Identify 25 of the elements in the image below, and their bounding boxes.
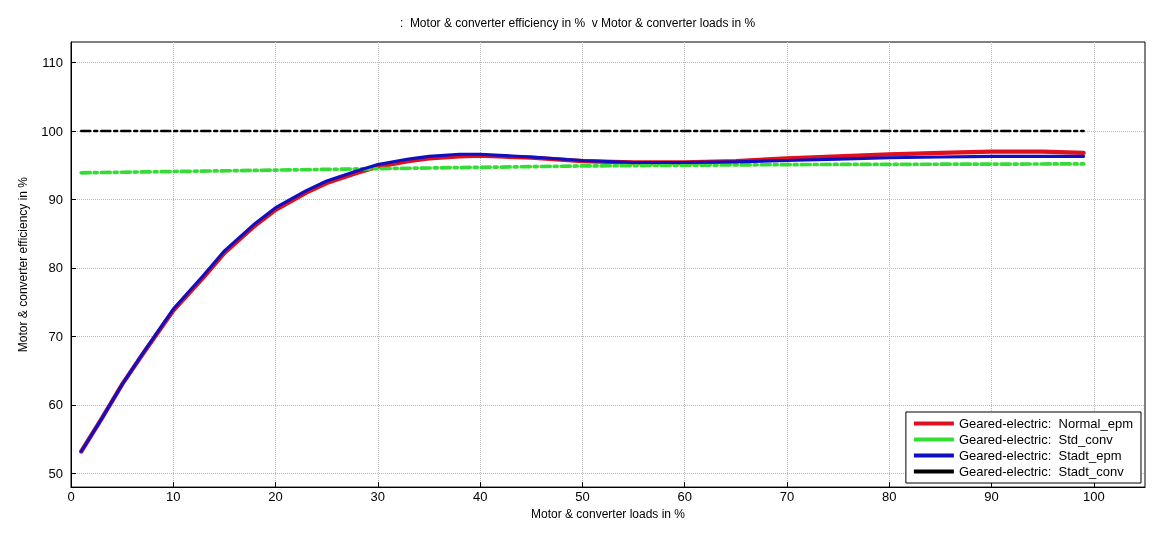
x-tick-label: 60 bbox=[677, 489, 692, 505]
y-tick-label: 50 bbox=[48, 465, 63, 481]
y-axis-title: Motor & converter efficiency in % bbox=[16, 176, 30, 353]
y-tick-label: 90 bbox=[48, 192, 63, 207]
legend-label: Geared-electric: Stadt_epm bbox=[958, 448, 1122, 463]
y-tick-label: 110 bbox=[42, 55, 63, 71]
x-tick-label: 0 bbox=[67, 489, 75, 505]
legend-label: Geared-electric: Normal_epm bbox=[958, 416, 1134, 431]
x-tick-label: 100 bbox=[1083, 489, 1105, 505]
y-tick-label: 70 bbox=[48, 328, 63, 344]
y-tick-label: 60 bbox=[48, 397, 63, 413]
x-tick-label: 30 bbox=[370, 489, 386, 505]
x-tick-label: 10 bbox=[166, 489, 181, 505]
x-tick-label: 80 bbox=[882, 489, 897, 505]
legend-label: Geared-electric: Stadt_conv bbox=[958, 464, 1125, 479]
y-tick-label: 100 bbox=[41, 123, 63, 139]
x-tick-label: 40 bbox=[472, 489, 488, 505]
x-tick-label: 20 bbox=[268, 489, 283, 505]
chart-title: : Motor & converter efficiency in % v Motor & converter loads in % bbox=[399, 16, 756, 30]
x-tick-label: 50 bbox=[575, 489, 590, 505]
legend-label: Geared-electric: Std_conv bbox=[958, 432, 1114, 447]
x-tick-label: 70 bbox=[779, 489, 795, 505]
x-tick-label: 90 bbox=[984, 489, 999, 505]
y-tick-label: 80 bbox=[48, 260, 63, 276]
x-axis-title: Motor & converter loads in % bbox=[530, 507, 686, 521]
